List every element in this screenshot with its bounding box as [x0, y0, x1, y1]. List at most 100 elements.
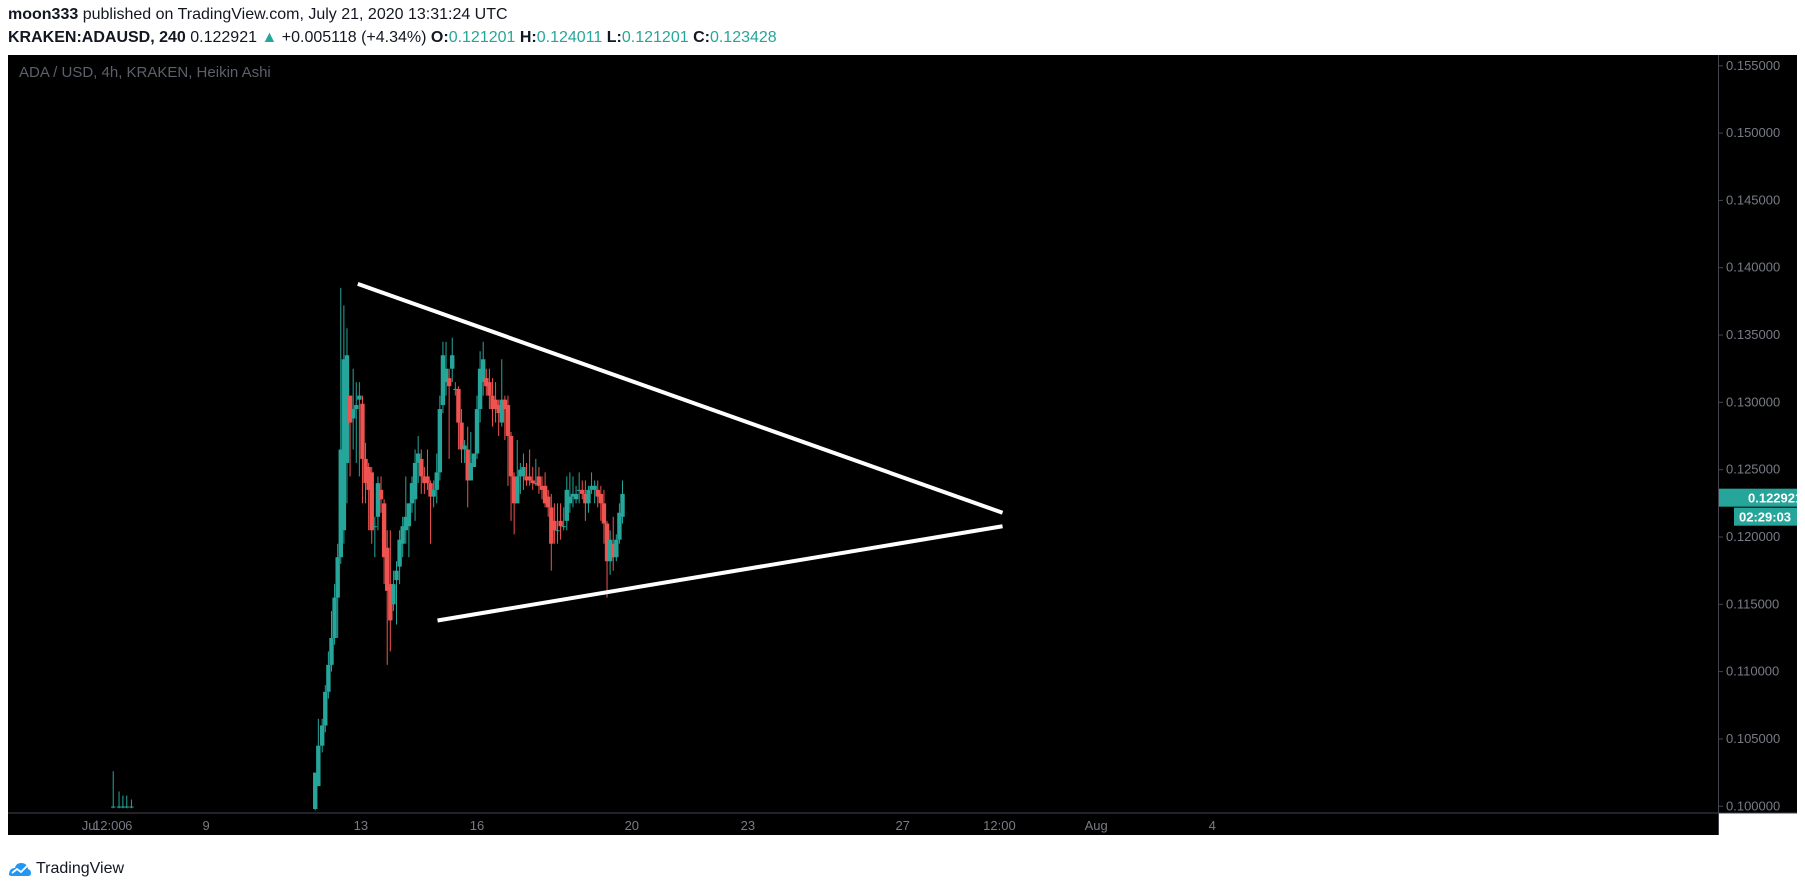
candle[interactable]: [462, 440, 467, 463]
candle[interactable]: [313, 772, 318, 811]
candle[interactable]: [586, 485, 591, 513]
candle[interactable]: [499, 359, 504, 427]
candle[interactable]: [487, 368, 492, 410]
candle[interactable]: [320, 718, 325, 753]
candle[interactable]: [589, 472, 594, 494]
candle[interactable]: [595, 480, 600, 508]
candle[interactable]: [527, 449, 532, 486]
candle[interactable]: [347, 395, 353, 477]
candle[interactable]: [412, 449, 418, 521]
candle[interactable]: [620, 480, 625, 524]
candle[interactable]: [508, 431, 514, 521]
candle[interactable]: [120, 795, 126, 809]
candle[interactable]: [403, 476, 408, 544]
candle[interactable]: [446, 368, 452, 459]
candle[interactable]: [369, 466, 374, 544]
candle[interactable]: [350, 368, 356, 450]
candle[interactable]: [607, 530, 613, 575]
candle[interactable]: [536, 466, 542, 494]
candle[interactable]: [480, 341, 486, 396]
candle[interactable]: [611, 516, 616, 571]
candle[interactable]: [366, 462, 371, 531]
candle[interactable]: [425, 449, 430, 490]
candle[interactable]: [341, 305, 347, 544]
candle[interactable]: [431, 480, 436, 508]
candle[interactable]: [561, 507, 566, 531]
candle[interactable]: [354, 382, 359, 463]
candle[interactable]: [443, 341, 449, 396]
candle[interactable]: [570, 476, 576, 508]
candle[interactable]: [573, 485, 579, 504]
candle[interactable]: [400, 516, 405, 558]
candle[interactable]: [477, 351, 483, 423]
price-chart[interactable]: 0.100000 0.105000 0.110000 0.115000 0.120000…: [8, 55, 1797, 852]
price-axis[interactable]: [1719, 55, 1797, 813]
candle[interactable]: [583, 480, 588, 521]
plot-area[interactable]: [8, 55, 1718, 813]
candle[interactable]: [434, 453, 439, 504]
candle[interactable]: [617, 503, 622, 544]
candle[interactable]: [360, 395, 365, 504]
candle[interactable]: [484, 368, 489, 396]
candle[interactable]: [474, 395, 480, 459]
candle[interactable]: [555, 503, 560, 544]
candle[interactable]: [598, 485, 604, 521]
candle[interactable]: [422, 466, 427, 494]
candle[interactable]: [580, 480, 585, 500]
candle[interactable]: [465, 426, 470, 508]
candle[interactable]: [515, 440, 520, 504]
time-axis[interactable]: [8, 813, 1718, 835]
upper-trend-line[interactable]: [357, 281, 1004, 515]
candle[interactable]: [530, 466, 535, 490]
candle[interactable]: [521, 453, 526, 490]
candle[interactable]: [524, 462, 529, 486]
author-name[interactable]: moon333: [8, 6, 79, 23]
candle[interactable]: [601, 489, 607, 544]
candle[interactable]: [468, 431, 474, 481]
candle[interactable]: [388, 530, 393, 652]
candle[interactable]: [363, 442, 368, 504]
candle[interactable]: [604, 520, 610, 598]
candle[interactable]: [552, 503, 557, 544]
candle[interactable]: [437, 395, 443, 481]
candle[interactable]: [323, 685, 328, 733]
candle[interactable]: [518, 462, 523, 494]
candle[interactable]: [409, 476, 415, 513]
candle[interactable]: [391, 570, 396, 612]
candle[interactable]: [326, 651, 331, 699]
candle[interactable]: [419, 449, 424, 494]
candle[interactable]: [329, 611, 334, 672]
candle[interactable]: [378, 476, 384, 513]
footer-brand[interactable]: TradingView: [8, 860, 124, 878]
candle[interactable]: [564, 476, 569, 531]
candle[interactable]: [316, 718, 321, 787]
candle[interactable]: [493, 382, 498, 423]
candle[interactable]: [471, 453, 477, 467]
candle[interactable]: [567, 472, 573, 513]
candle[interactable]: [558, 503, 563, 540]
candle[interactable]: [116, 791, 122, 809]
candle[interactable]: [614, 534, 619, 562]
candle[interactable]: [397, 530, 402, 585]
candle[interactable]: [456, 386, 461, 450]
candle[interactable]: [502, 395, 508, 441]
candle[interactable]: [406, 503, 412, 558]
candle[interactable]: [394, 561, 399, 625]
candle[interactable]: [335, 543, 340, 638]
candle[interactable]: [372, 516, 378, 558]
candle[interactable]: [542, 472, 548, 508]
candle[interactable]: [496, 399, 501, 437]
candle[interactable]: [533, 458, 539, 486]
candle[interactable]: [546, 489, 551, 517]
candle[interactable]: [592, 480, 597, 504]
candle[interactable]: [129, 799, 134, 809]
candle[interactable]: [357, 382, 362, 477]
candle[interactable]: [450, 337, 455, 383]
candle[interactable]: [344, 328, 350, 504]
candle[interactable]: [381, 499, 387, 585]
candle[interactable]: [415, 436, 421, 484]
candle[interactable]: [505, 395, 511, 486]
candle[interactable]: [428, 480, 433, 544]
candle[interactable]: [459, 409, 464, 463]
candle[interactable]: [385, 530, 390, 665]
